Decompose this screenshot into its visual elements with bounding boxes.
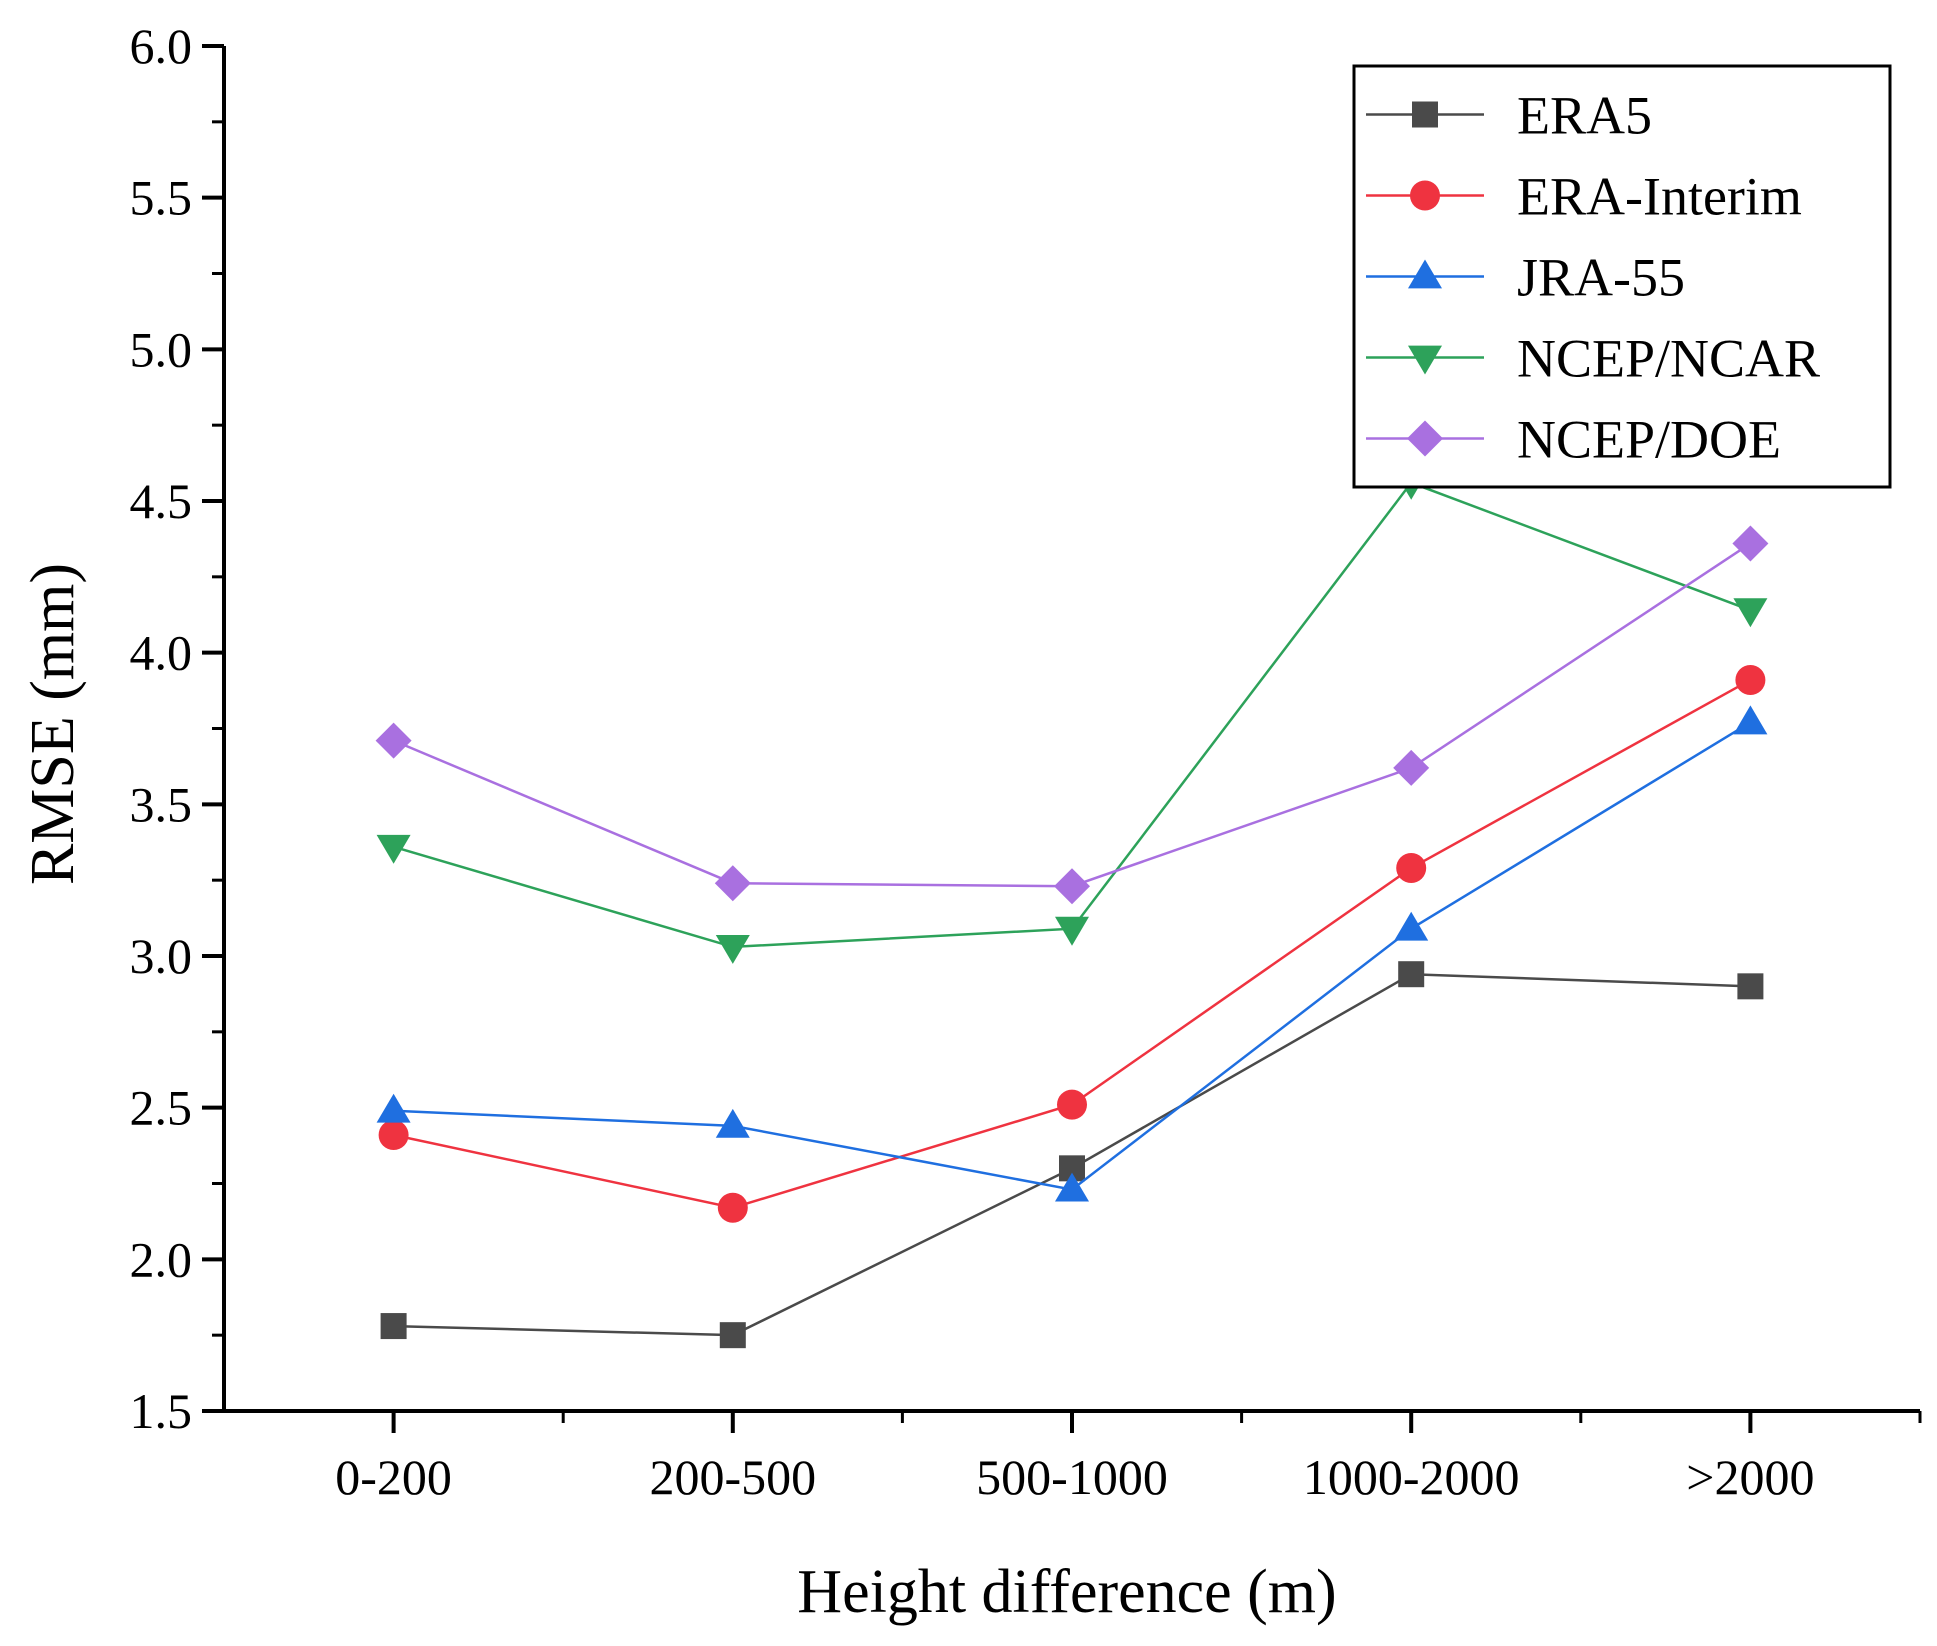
data-point-ncep-ncar: [715, 935, 750, 964]
data-point-era5: [719, 1322, 746, 1349]
data-point-era-interim: [1057, 1089, 1087, 1120]
data-point-ncep-doe: [714, 865, 751, 902]
y-tick-label: 2.5: [130, 1080, 193, 1136]
x-tick-label: >2000: [1686, 1449, 1814, 1505]
data-point-era5: [380, 1313, 407, 1340]
legend-marker: [1408, 259, 1442, 289]
series-era5: [380, 961, 1764, 1349]
y-tick-label: 5.0: [130, 321, 193, 377]
y-tick-label: 3.0: [130, 928, 193, 984]
series-ncep-doe: [375, 525, 1769, 905]
data-point-era-interim: [1396, 853, 1427, 884]
legend-marker: [1412, 101, 1438, 128]
legend-item-ncep-ncar: NCEP/NCAR: [1366, 329, 1820, 389]
data-point-ncep-ncar: [1733, 598, 1768, 628]
x-tick-label: 1000-2000: [1303, 1449, 1520, 1505]
data-point-jra-55: [376, 1093, 411, 1123]
legend-item-jra-55: JRA-55: [1366, 248, 1685, 308]
y-tick-label: 5.5: [130, 170, 193, 226]
legend: ERA5 ERA-Interim JRA-55 NCEP/NCAR NCEP/DOE: [1352, 64, 1892, 489]
y-tick-label: 6.0: [130, 18, 193, 74]
series-jra-55: [376, 705, 1768, 1202]
x-tick-label: 500-1000: [976, 1449, 1168, 1505]
data-point-era5: [1737, 973, 1764, 1000]
data-point-jra-55: [1055, 1172, 1089, 1202]
series-era-interim: [378, 664, 1766, 1223]
data-point-era5: [1398, 961, 1425, 988]
axes: 1.5 2.0 2.5 3.0 3.5 4.0 4.5 5.0 5.5 6.0 0-200 200-5…: [130, 18, 1922, 1505]
legend-item-era-interim: ERA-Interim: [1366, 167, 1802, 227]
legend-marker: [1410, 180, 1440, 211]
y-tick-label: 4.0: [130, 625, 193, 681]
legend-item-ncep-doe: NCEP/DOE: [1366, 410, 1781, 470]
series-layer: [375, 470, 1769, 1349]
legend-label: NCEP/DOE: [1517, 410, 1781, 470]
data-point-jra-55: [715, 1108, 750, 1138]
legend-label: NCEP/NCAR: [1517, 329, 1820, 389]
data-point-jra-55: [1394, 911, 1429, 941]
y-axis-title: RMSE (mm): [19, 563, 87, 885]
data-point-ncep-doe: [1732, 525, 1769, 562]
y-tick-label: 2.0: [130, 1231, 193, 1287]
series-line-era5: [393, 972, 1751, 1337]
data-point-ncep-ncar: [1055, 916, 1089, 946]
y-tick-label: 3.5: [130, 776, 193, 832]
data-point-jra-55: [1733, 705, 1768, 735]
legend-label: ERA5: [1517, 86, 1652, 146]
x-axis-title: Height difference (m): [797, 1558, 1336, 1626]
data-point-ncep-doe: [375, 722, 412, 759]
legend-marker: [1408, 345, 1442, 375]
legend-label: JRA-55: [1517, 248, 1685, 308]
legend-marker: [1407, 420, 1443, 457]
y-tick-label: 4.5: [130, 473, 193, 529]
x-tick-label: 0-200: [335, 1449, 452, 1505]
series-line-ncep-doe: [393, 542, 1752, 888]
data-point-era-interim: [717, 1192, 748, 1223]
data-point-era-interim: [378, 1119, 409, 1150]
y-tick-label: 1.5: [130, 1383, 193, 1439]
data-point-ncep-ncar: [376, 834, 411, 864]
legend-item-era5: ERA5: [1366, 86, 1652, 146]
data-point-ncep-doe: [1393, 749, 1430, 786]
data-point-ncep-doe: [1054, 868, 1090, 905]
x-tick-label: 200-500: [649, 1449, 816, 1505]
data-point-era-interim: [1735, 664, 1766, 695]
legend-label: ERA-Interim: [1517, 167, 1802, 227]
